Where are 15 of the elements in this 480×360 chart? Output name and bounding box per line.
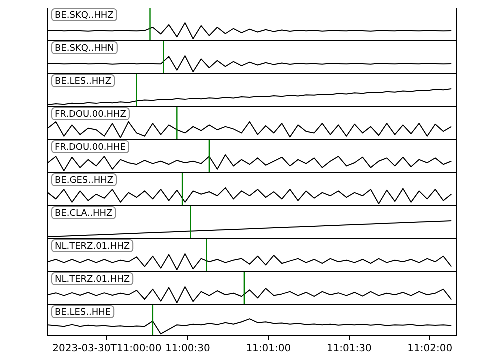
text: BE.SKQ..HHN [55, 44, 114, 54]
x-tick-label: 11:01:00 [246, 344, 292, 355]
text: NL.TERZ.01.HHZ [55, 242, 130, 252]
x-tick-label: 11:02:00 [408, 344, 453, 355]
text: FR.DOU.00.HHE [55, 142, 126, 153]
text: BE.GES..HHZ [55, 176, 114, 186]
text: FR.DOU.00.HHZ [55, 110, 126, 120]
x-tick-label: 2023-03-30T11:00:00 [52, 344, 162, 355]
text: BE.SKQ..HHZ [55, 10, 114, 21]
text: BE.CLA..HHZ [55, 208, 113, 219]
x-tick-label: 11:00:30 [165, 344, 210, 355]
text: BE.LES..HHZ [55, 76, 112, 87]
x-tick-label: 11:01:30 [326, 344, 372, 355]
text: NL.TERZ.01.HHZ [55, 274, 130, 285]
text: BE.LES..HHE [55, 308, 112, 318]
